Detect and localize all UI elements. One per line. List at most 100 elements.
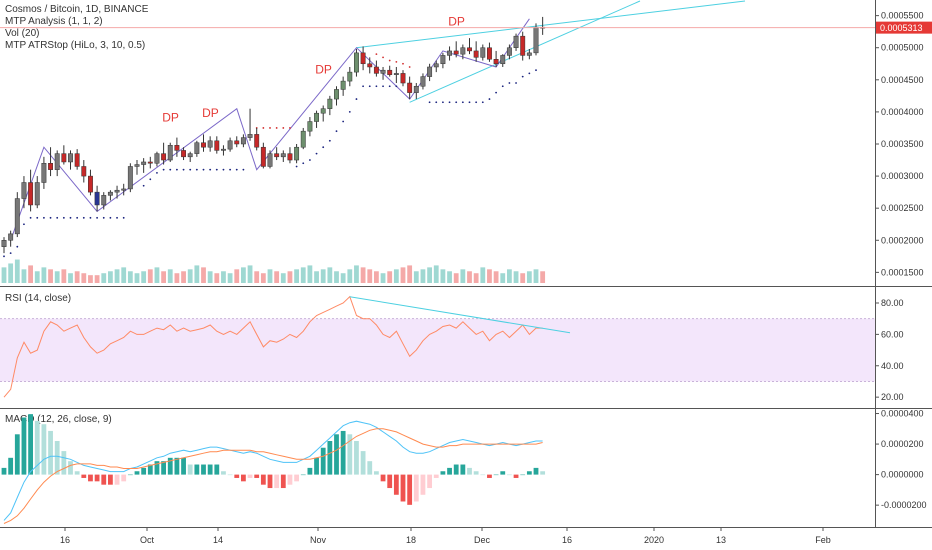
macd-histogram-bar bbox=[433, 474, 439, 478]
macd-histogram-bar bbox=[340, 430, 346, 475]
rsi-tick-label: 60.00 bbox=[881, 329, 904, 339]
rsi-legend[interactable]: RSI (14, close) bbox=[5, 293, 72, 304]
volume-bar bbox=[500, 273, 506, 283]
macd-histogram-bar bbox=[380, 474, 386, 482]
atr-stop-dot bbox=[375, 53, 378, 56]
atr-stop-dot bbox=[23, 223, 25, 226]
volume-bar bbox=[94, 275, 100, 283]
atr-stop-dot bbox=[461, 101, 464, 104]
atr-stop-dot bbox=[49, 216, 52, 219]
legend-indicator-mtp-analysis[interactable]: MTP Analysis (1, 1, 2) bbox=[5, 16, 103, 27]
volume-bar bbox=[221, 271, 226, 283]
macd-histogram-bar bbox=[407, 474, 413, 505]
macd-histogram-bar bbox=[161, 461, 166, 475]
candle-body bbox=[8, 233, 14, 241]
atr-stop-dot bbox=[322, 146, 325, 149]
legend-indicator-volume[interactable]: Vol (20) bbox=[5, 28, 40, 39]
volume-bar bbox=[334, 271, 339, 283]
macd-histogram-bar bbox=[201, 464, 206, 475]
last-price-label: 0.0005313 bbox=[880, 23, 923, 33]
candle-body bbox=[520, 35, 526, 56]
volume-bar bbox=[540, 271, 546, 283]
atr-stop-dot bbox=[455, 101, 458, 104]
candle-body bbox=[513, 35, 519, 48]
macd-histogram-bar bbox=[314, 457, 319, 475]
legend-indicator-atrstop[interactable]: MTP ATRStop (HiLo, 3, 10, 0.5) bbox=[5, 40, 146, 51]
atr-stop-dot bbox=[382, 85, 384, 88]
macd-histogram-bar bbox=[300, 474, 306, 476]
candle-body bbox=[400, 73, 406, 84]
macd-histogram-bar bbox=[480, 474, 486, 476]
atr-stop-dot bbox=[442, 101, 444, 104]
macd-histogram-bar bbox=[320, 447, 326, 475]
macd-histogram-bar bbox=[280, 474, 286, 489]
volume-bar bbox=[307, 265, 313, 283]
candle-body bbox=[34, 182, 40, 206]
macd-histogram-bar bbox=[274, 474, 280, 489]
candle-body bbox=[480, 47, 486, 58]
volume-bar bbox=[14, 259, 20, 283]
candle-body bbox=[526, 52, 532, 56]
volume-bar bbox=[526, 271, 532, 283]
atr-stop-dot bbox=[189, 168, 192, 171]
candle-body bbox=[473, 50, 479, 58]
macd-histogram-bar bbox=[347, 434, 353, 475]
candle-body bbox=[373, 66, 379, 74]
candle-body bbox=[407, 82, 413, 93]
macd-legend[interactable]: MACD (12, 26, close, 9) bbox=[5, 414, 112, 425]
volume-bar bbox=[407, 265, 413, 283]
atr-stop-dot bbox=[295, 165, 298, 168]
candle-body bbox=[500, 55, 506, 65]
candle-body bbox=[221, 148, 226, 151]
volume-bar bbox=[493, 271, 499, 283]
atr-stop-dot bbox=[69, 216, 72, 219]
macd-histogram-bar bbox=[194, 464, 200, 475]
time-tick-label: Oct bbox=[140, 535, 155, 545]
volume-bar bbox=[227, 273, 233, 283]
macd-histogram-bar bbox=[267, 474, 273, 489]
macd-histogram-bar bbox=[447, 467, 452, 475]
dp-label: DP bbox=[202, 106, 219, 120]
atr-stop-dot bbox=[428, 101, 431, 104]
atr-stop-dot bbox=[43, 216, 45, 219]
volume-bar bbox=[340, 273, 346, 283]
volume-bar bbox=[427, 267, 432, 283]
macd-tick-label: 0.0000200 bbox=[881, 439, 924, 449]
atr-stop-dot bbox=[495, 91, 497, 94]
volume-bar bbox=[513, 271, 519, 283]
macd-histogram-bar bbox=[1, 467, 7, 475]
volume-bar bbox=[61, 269, 67, 283]
atr-stop-dot bbox=[515, 82, 517, 84]
macd-line bbox=[3, 420, 543, 521]
atr-stop-dot bbox=[96, 216, 98, 219]
macd-histogram-bar bbox=[8, 457, 14, 475]
atr-stop-dot bbox=[388, 85, 391, 88]
macd-histogram-bar bbox=[540, 471, 546, 475]
volume-bar bbox=[28, 265, 33, 283]
candle-body bbox=[94, 191, 100, 206]
volume-bar bbox=[8, 263, 14, 283]
macd-histogram-bar bbox=[533, 467, 539, 475]
volume-bar bbox=[347, 269, 353, 283]
atr-stop-dot bbox=[328, 139, 331, 142]
atr-stop-dot bbox=[375, 85, 378, 88]
candle-body bbox=[314, 112, 320, 122]
macd-histogram-bar bbox=[360, 451, 366, 475]
volume-bar bbox=[68, 273, 73, 283]
candle-body bbox=[433, 63, 439, 68]
macd-tick-label: 0.0000400 bbox=[881, 409, 924, 419]
atr-stop-dot bbox=[102, 216, 105, 219]
macd-histogram-bar bbox=[241, 474, 246, 482]
candle-body bbox=[187, 153, 193, 158]
volume-bar bbox=[473, 273, 479, 283]
candle-body bbox=[81, 166, 87, 177]
candle-body bbox=[201, 142, 206, 148]
atr-stop-dot bbox=[468, 101, 471, 104]
volume-bar bbox=[320, 269, 326, 283]
macd-histogram-bar bbox=[114, 474, 120, 485]
candle-body bbox=[447, 50, 453, 56]
macd-histogram-bar bbox=[400, 474, 406, 502]
volume-bar bbox=[400, 267, 406, 283]
macd-histogram-bar bbox=[287, 474, 293, 485]
